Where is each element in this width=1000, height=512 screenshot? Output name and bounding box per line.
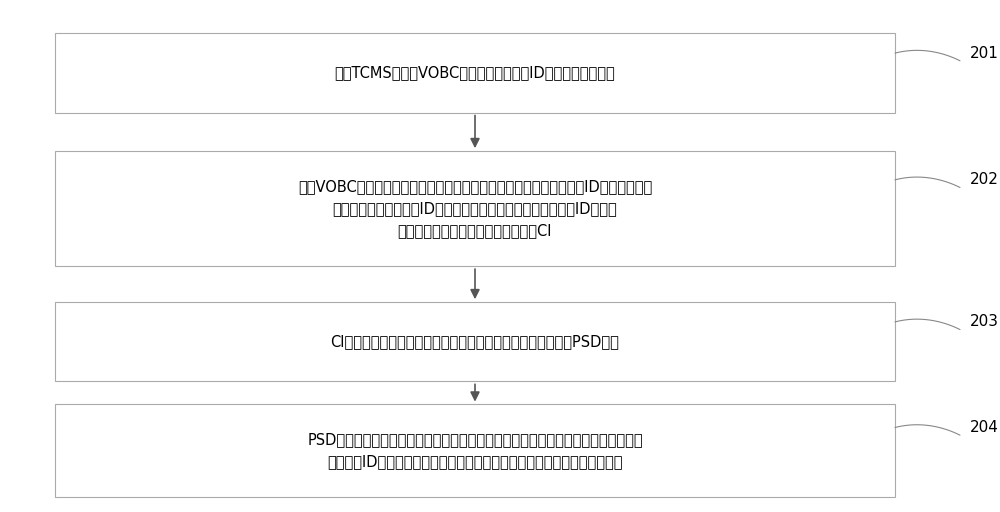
Text: 203: 203 bbox=[970, 314, 999, 329]
Text: PSD接收所述隔离屏蔽门信息，在列车进站后，根据所述隔离屏蔽门信息不开放与所
述屏蔽门ID号对应的屏蔽门，以实现列车车门故障时，将其对位屏蔽门隔离: PSD接收所述隔离屏蔽门信息，在列车进站后，根据所述隔离屏蔽门信息不开放与所 述… bbox=[307, 432, 643, 469]
Bar bbox=[55, 151, 895, 266]
Text: 车辆TCMS向车载VOBC发送包括故障车门ID号的车门故障信息: 车辆TCMS向车载VOBC发送包括故障车门ID号的车门故障信息 bbox=[335, 66, 615, 80]
Text: 204: 204 bbox=[970, 420, 999, 435]
Bar bbox=[55, 302, 895, 381]
Text: 车载VOBC接收所述车门故障信息，根据所述车门故障信息中故障车门ID号确定与所述
故障车门对应的屏蔽门ID号，并将所述故障车门对应的屏蔽门ID号作为
隔离屏蔽门: 车载VOBC接收所述车门故障信息，根据所述车门故障信息中故障车门ID号确定与所述… bbox=[298, 179, 652, 239]
Bar bbox=[55, 33, 895, 113]
Text: 201: 201 bbox=[970, 46, 999, 60]
Bar bbox=[55, 404, 895, 497]
Text: 202: 202 bbox=[970, 173, 999, 187]
Text: CI接收所述隔离屏蔽门信息，并将所述隔离屏蔽门信息发送至PSD系统: CI接收所述隔离屏蔽门信息，并将所述隔离屏蔽门信息发送至PSD系统 bbox=[331, 334, 619, 349]
